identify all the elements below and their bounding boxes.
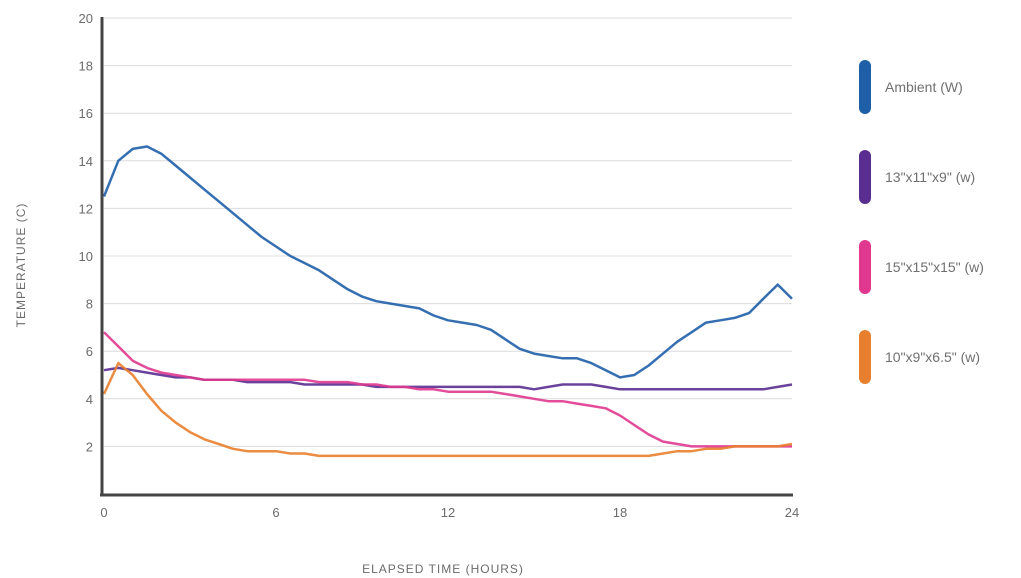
series-lines xyxy=(102,145,793,458)
x-tick-label: 0 xyxy=(100,505,107,520)
legend-item: 13"x11"x9" (w) xyxy=(859,150,975,204)
legend-item: 10"x9"x6.5" (w) xyxy=(859,330,980,384)
legend-swatch xyxy=(859,60,871,114)
legend-item: 15"x15"x15" (w) xyxy=(859,240,984,294)
legend-item: Ambient (W) xyxy=(859,60,963,114)
x-axis-title: ELAPSED TIME (HOURS) xyxy=(362,562,524,576)
legend-label: 10"x9"x6.5" (w) xyxy=(885,349,980,365)
x-tick-label: 24 xyxy=(785,505,799,520)
y-tick-label: 20 xyxy=(79,11,93,26)
y-tick-label: 14 xyxy=(79,154,93,169)
y-axis-title: TEMPERATURE (C) xyxy=(14,203,28,328)
grid-lines xyxy=(104,17,792,447)
legend-label: 15"x15"x15" (w) xyxy=(885,259,984,275)
x-tick-label: 12 xyxy=(441,505,455,520)
y-tick-label: 2 xyxy=(86,439,93,454)
legend-label: 13"x11"x9" (w) xyxy=(885,169,975,185)
y-tick-label: 12 xyxy=(79,201,93,216)
y-tick-label: 10 xyxy=(79,249,93,264)
y-tick-label: 8 xyxy=(86,297,93,312)
x-tick-label: 6 xyxy=(272,505,279,520)
legend-swatch xyxy=(859,330,871,384)
y-tick-label: 18 xyxy=(79,59,93,74)
x-tick-label: 18 xyxy=(613,505,627,520)
series-line-2 xyxy=(103,331,792,448)
series-line-3 xyxy=(102,361,793,458)
x-tick-labels: 0 6 12 18 24 xyxy=(100,505,799,520)
y-tick-label: 6 xyxy=(86,344,93,359)
legend: Ambient (W) 13"x11"x9" (w) 15"x15"x15" (w)… xyxy=(859,60,984,384)
legend-label: Ambient (W) xyxy=(885,79,963,95)
y-tick-labels: 2 4 6 8 10 12 14 16 18 20 xyxy=(79,11,93,454)
legend-swatch xyxy=(859,240,871,294)
y-tick-label: 4 xyxy=(86,392,93,407)
series-line-0 xyxy=(102,145,793,379)
y-tick-label: 16 xyxy=(79,106,93,121)
legend-swatch xyxy=(859,150,871,204)
